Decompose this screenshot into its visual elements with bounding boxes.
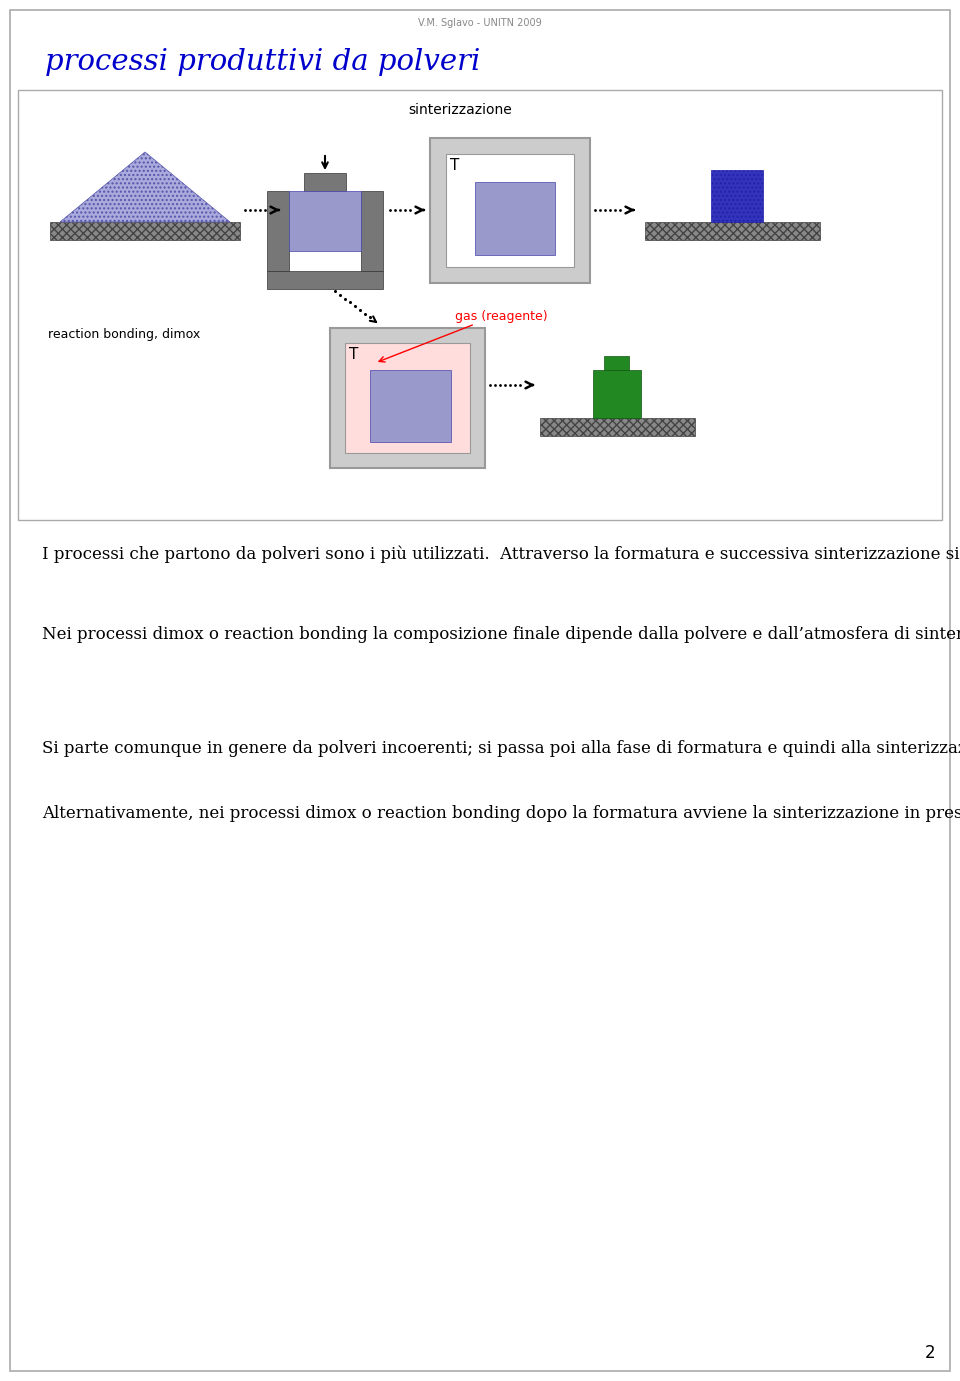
Text: T: T	[349, 347, 358, 362]
Bar	[430, 138, 590, 283]
Bar	[345, 342, 470, 453]
Text: gas (reagente): gas (reagente)	[455, 309, 547, 323]
Bar	[475, 182, 555, 255]
Bar	[267, 271, 383, 289]
Bar	[289, 191, 361, 251]
Text: I processi che partono da polveri sono i più utilizzati.  Attraverso la formatur: I processi che partono da polveri sono i…	[42, 545, 960, 562]
Bar	[304, 173, 346, 191]
Bar	[711, 170, 763, 222]
Text: V.M. Sglavo - UNITN 2009: V.M. Sglavo - UNITN 2009	[419, 18, 541, 28]
Text: sinterizzazione: sinterizzazione	[408, 104, 512, 117]
Text: 2: 2	[924, 1344, 935, 1362]
Bar	[18, 90, 942, 521]
Text: Nei processi dimox o reaction bonding la composizione finale dipende dalla polve: Nei processi dimox o reaction bonding la…	[42, 626, 960, 642]
Bar	[267, 191, 289, 271]
Bar	[645, 222, 820, 240]
Text: processi produttivi da polveri: processi produttivi da polveri	[45, 48, 480, 76]
Bar	[330, 329, 485, 468]
Text: Si parte comunque in genere da polveri incoerenti; si passa poi alla fase di for: Si parte comunque in genere da polveri i…	[42, 740, 960, 757]
Bar	[540, 418, 695, 436]
Bar	[604, 356, 629, 370]
Bar	[593, 370, 641, 418]
Text: reaction bonding, dimox: reaction bonding, dimox	[48, 329, 201, 341]
Polygon shape	[60, 152, 230, 222]
Text: Alternativamente, nei processi dimox o reaction bonding dopo la formatura avvien: Alternativamente, nei processi dimox o r…	[42, 805, 960, 822]
Bar	[370, 370, 451, 442]
Bar	[446, 155, 574, 267]
Bar	[50, 222, 240, 240]
Text: T: T	[450, 157, 460, 173]
Bar	[361, 191, 383, 271]
